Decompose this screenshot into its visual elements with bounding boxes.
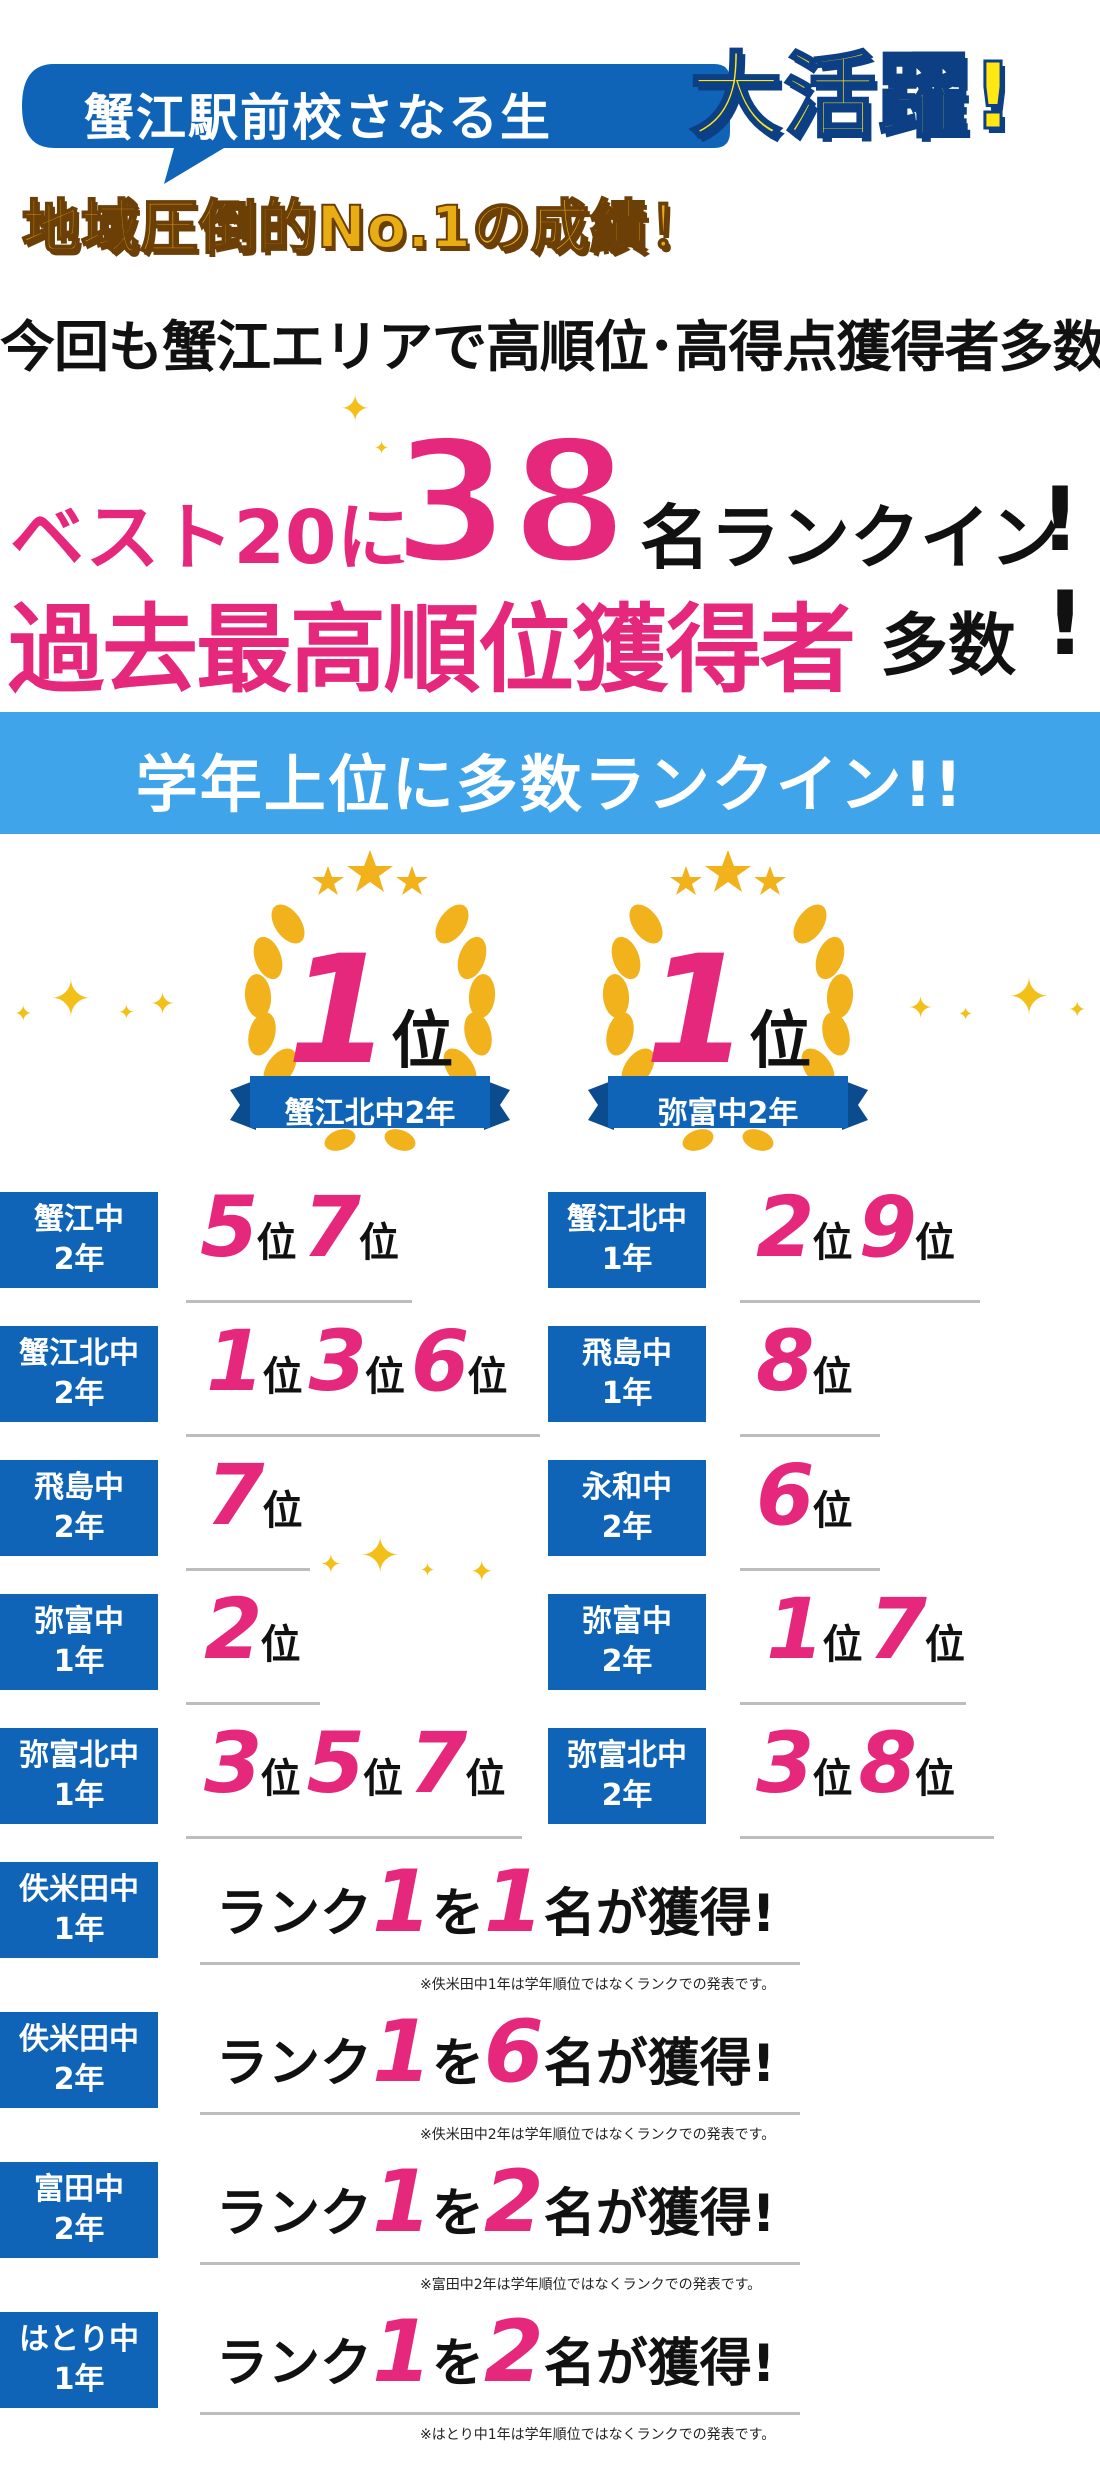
tagline-gold: 地域圧倒的No.1の成績！ bbox=[21, 192, 708, 262]
sparkle-icon: ✦ bbox=[374, 438, 390, 459]
divider bbox=[740, 1300, 980, 1303]
divider bbox=[740, 1568, 880, 1571]
headline2-suffix: 多数 bbox=[880, 607, 1017, 686]
award-rank: 1位 bbox=[558, 924, 898, 1098]
section-band: 学年上位に多数ランクイン!! bbox=[0, 712, 1100, 834]
award-school: 弥富中2年 bbox=[657, 1096, 799, 1131]
award-school: 蟹江北中2年 bbox=[284, 1096, 456, 1131]
divider bbox=[186, 1434, 540, 1437]
school-label-right-5: 弥富北中 2年 bbox=[548, 1728, 706, 1824]
school-label-left-4: 弥富中 1年 bbox=[0, 1594, 158, 1690]
rank1-statement-2: ランク1を6名が獲得! bbox=[216, 2002, 776, 2102]
headline1-mark: ! bbox=[1040, 468, 1081, 571]
award-rank-number: 1 bbox=[644, 924, 750, 1098]
sparkle-icon: ✦ bbox=[420, 1560, 436, 1581]
rank-list-right-3: 6位 bbox=[756, 1446, 853, 1544]
school-label-rank1-1: 佚米田中 1年 bbox=[0, 1862, 158, 1958]
note-text: ※佚米田中1年は学年順位ではなくランクでの発表です。 bbox=[420, 1977, 776, 1993]
rank1-statement-3: ランク1を2名が獲得! bbox=[216, 2152, 776, 2252]
award-rank-number: 1 bbox=[286, 924, 392, 1098]
school-label-right-1: 蟹江北中 1年 bbox=[548, 1192, 706, 1288]
divider bbox=[200, 2412, 800, 2415]
school-label-left-5: 弥富北中 1年 bbox=[0, 1728, 158, 1824]
rank1-statement-1: ランク1を1名が獲得! bbox=[216, 1852, 776, 1952]
tagline-black: 今回も蟹江エリアで高順位･高得点獲得者多数! bbox=[0, 315, 1100, 379]
rank-list-right-2: 8位 bbox=[756, 1312, 853, 1410]
headline1-suffix: 名ランクイン bbox=[640, 497, 1060, 579]
laurel-wreath-icon bbox=[230, 850, 510, 1151]
school-label-left-3: 飛島中 2年 bbox=[0, 1460, 158, 1556]
rank-list-right-5: 3位8位 bbox=[756, 1714, 955, 1812]
school-label-rank1-2: 佚米田中 2年 bbox=[0, 2012, 158, 2108]
rank-list-left-2: 1位3位6位 bbox=[206, 1312, 508, 1410]
divider bbox=[186, 1568, 310, 1571]
sparkle-icon: ✦ bbox=[320, 1550, 342, 1580]
divider bbox=[200, 2112, 800, 2115]
hero-accent: 大活躍! bbox=[689, 42, 1016, 152]
divider bbox=[186, 1836, 522, 1839]
headline1-count: 38 bbox=[389, 401, 632, 605]
school-label-right-2: 飛島中 1年 bbox=[548, 1326, 706, 1422]
rank-list-right-1: 2位9位 bbox=[756, 1178, 955, 1276]
school-label-right-3: 永和中 2年 bbox=[548, 1460, 706, 1556]
divider bbox=[740, 1702, 966, 1705]
divider bbox=[740, 1836, 994, 1839]
school-label-rank1-3: 富田中 2年 bbox=[0, 2162, 158, 2258]
divider bbox=[200, 1962, 800, 1965]
sparkle-icon: ✦ bbox=[470, 1555, 494, 1588]
sparkle-icon: ✦ bbox=[1068, 998, 1087, 1023]
rank-list-left-4: 2位 bbox=[204, 1580, 301, 1678]
rank-list-left-1: 5位7位 bbox=[200, 1178, 399, 1276]
rank-list-left-3: 7位 bbox=[206, 1446, 303, 1544]
note-text: ※富田中2年は学年順位ではなくランクでの発表です。 bbox=[420, 2277, 762, 2293]
sparkle-icon: ✦ bbox=[360, 1528, 401, 1584]
divider bbox=[186, 1300, 412, 1303]
sparkle-icon: ✦ bbox=[340, 389, 371, 430]
headline2-main: 過去最高順位獲得者 bbox=[8, 594, 856, 706]
divider bbox=[186, 1702, 320, 1705]
sparkle-icon: ✦ bbox=[908, 991, 934, 1026]
headline1-prefix: ベスト20に bbox=[10, 495, 411, 581]
school-label-rank1-4: はとり中 1年 bbox=[0, 2312, 158, 2408]
sparkle-icon: ✦ bbox=[1008, 968, 1050, 1026]
rank-list-right-4: 1位7位 bbox=[766, 1580, 965, 1678]
rank1-statement-4: ランク1を2名が獲得! bbox=[216, 2302, 776, 2402]
sparkle-icon: ✦ bbox=[958, 1004, 974, 1025]
note-text: ※佚米田中2年は学年順位ではなくランクでの発表です。 bbox=[420, 2127, 776, 2143]
headline-best20: ベスト20に 38 名ランクイン ! bbox=[0, 401, 1100, 605]
section-title: 学年上位に多数ランクイン!! bbox=[135, 748, 965, 821]
note-text: ※はとり中1年は学年順位ではなくランクでの発表です。 bbox=[420, 2427, 776, 2443]
award-rank-unit: 位 bbox=[749, 1004, 812, 1077]
school-label-left-2: 蟹江北中 2年 bbox=[0, 1326, 158, 1422]
school-label-left-1: 蟹江中 2年 bbox=[0, 1192, 158, 1288]
sparkle-icon: ✦ bbox=[118, 1000, 135, 1024]
award-1: 1位 蟹江北中2年 bbox=[200, 850, 540, 1170]
award-2: 1位 弥富中2年 bbox=[558, 850, 898, 1170]
laurel-wreath-icon bbox=[588, 850, 868, 1151]
school-label-right-4: 弥富中 2年 bbox=[548, 1594, 706, 1690]
speech-bubble-shape bbox=[22, 64, 730, 184]
hero-title: 蟹江駅前校さなる生 bbox=[84, 89, 552, 147]
award-rank-unit: 位 bbox=[391, 1004, 454, 1077]
divider bbox=[740, 1434, 880, 1437]
headline2-mark: ! bbox=[1045, 572, 1086, 675]
rank-list-left-5: 3位5位7位 bbox=[204, 1714, 506, 1812]
divider bbox=[200, 2262, 800, 2265]
sparkle-icon: ✦ bbox=[50, 970, 92, 1028]
hero-banner: 蟹江駅前校さなる生 bbox=[14, 58, 734, 184]
sparkle-icon: ✦ bbox=[14, 1002, 33, 1027]
award-rank: 1位 bbox=[200, 924, 540, 1098]
sparkle-icon: ✦ bbox=[150, 987, 176, 1022]
